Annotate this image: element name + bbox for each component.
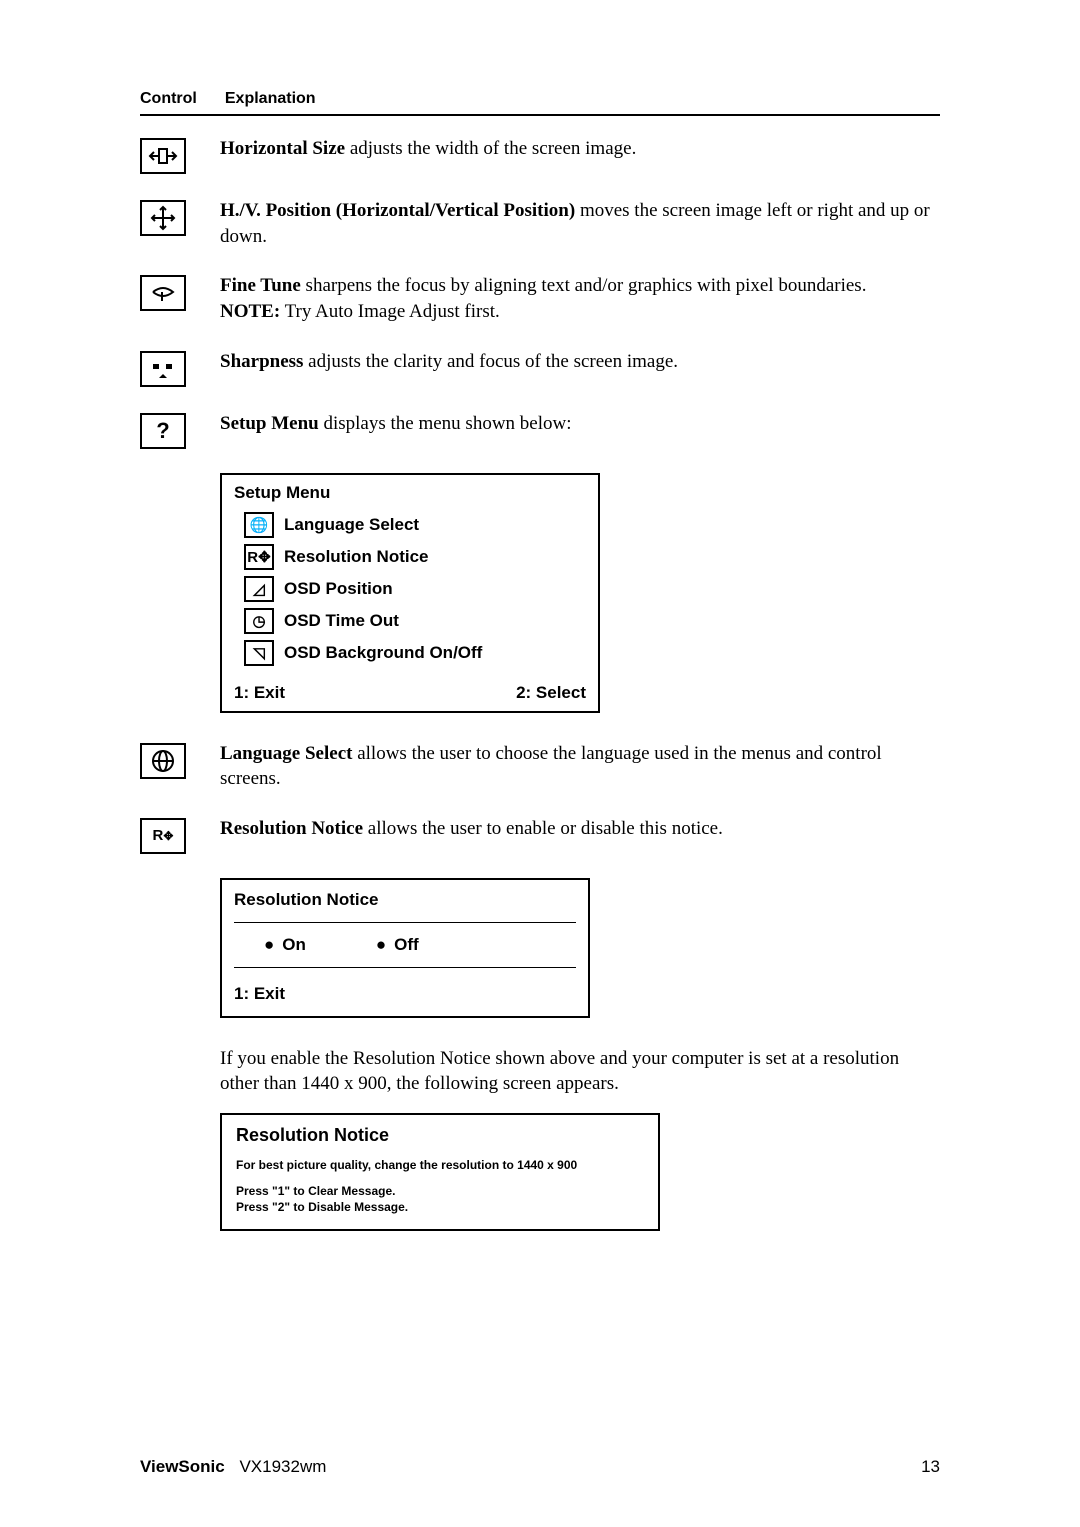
entry-horizontal-size: Horizontal Size adjusts the width of the… [140,136,940,174]
setup-menu-item: ◹ OSD Background On/Off [244,637,586,669]
resolution-enable-paragraph: If you enable the Resolution Notice show… [220,1046,940,1097]
entry-language-select: Language Select allows the user to choos… [140,741,940,792]
setup-menu-item: R✥ Resolution Notice [244,541,586,573]
entry-setup-menu: ? Setup Menu displays the menu shown bel… [140,411,940,449]
resolution-warning-title: Resolution Notice [236,1125,644,1146]
setup-menu-list: 🌐 Language Select R✥ Resolution Notice ◿ OSD … [222,509,598,677]
fine-tune-note-desc: Try Auto Image Adjust first. [280,301,500,322]
resolution-notice-box: Resolution Notice On Off 1: Exit [220,878,590,1018]
header-explanation: Explanation [225,90,316,108]
entry-fine-tune: Fine Tune sharpens the focus by aligning… [140,273,940,324]
setup-menu-item-icon: ◿ [244,576,274,602]
resolution-warning-press2: Press "2" to Disable Message. [236,1200,644,1216]
setup-menu-label: Setup Menu [220,413,319,434]
resolution-warning-line1: For best picture quality, change the res… [236,1158,644,1172]
setup-menu-item: ◷ OSD Time Out [244,605,586,637]
setup-menu-item-label: Language Select [284,515,419,535]
resolution-notice-box-title: Resolution Notice [222,880,588,916]
setup-menu-item-label: OSD Background On/Off [284,643,482,663]
fine-tune-note-label: NOTE: [220,301,280,322]
setup-menu-item-icon: R✥ [244,544,274,570]
hv-position-label: H./V. Position (Horizontal/Vertical Posi… [220,200,575,221]
language-select-label: Language Select [220,743,352,764]
header-control: Control [140,90,197,108]
sharpness-icon [140,351,186,387]
setup-menu-footer-exit: 1: Exit [234,683,285,703]
resolution-option-on: On [264,935,306,955]
page-footer: ViewSonic VX1932wm 13 [140,1457,940,1477]
hv-position-icon [140,200,186,236]
setup-menu-item: ◿ OSD Position [244,573,586,605]
setup-menu-box: Setup Menu 🌐 Language Select R✥ Resolution … [220,473,600,713]
resolution-notice-label: Resolution Notice [220,818,363,839]
resolution-notice-desc: allows the user to enable or disable thi… [363,818,723,839]
resolution-warning-box: Resolution Notice For best picture quali… [220,1113,660,1231]
sharpness-desc: adjusts the clarity and focus of the scr… [303,351,678,372]
horizontal-size-desc: adjusts the width of the screen image. [345,138,636,159]
entry-sharpness: Sharpness adjusts the clarity and focus … [140,349,940,387]
setup-menu-item-label: Resolution Notice [284,547,429,567]
setup-menu-box-title: Setup Menu [222,475,598,509]
fine-tune-desc: sharpens the focus by aligning text and/… [301,275,867,296]
setup-menu-desc: displays the menu shown below: [319,413,572,434]
setup-menu-icon: ? [140,413,186,449]
fine-tune-icon [140,275,186,311]
footer-brand: ViewSonic [140,1457,225,1476]
setup-menu-item-icon: 🌐 [244,512,274,538]
horizontal-size-icon [140,138,186,174]
horizontal-size-label: Horizontal Size [220,138,345,159]
footer-model: VX1932wm [239,1457,326,1476]
entry-hv-position: H./V. Position (Horizontal/Vertical Posi… [140,198,940,249]
setup-menu-item-label: OSD Position [284,579,393,599]
setup-menu-item-label: OSD Time Out [284,611,399,631]
entry-resolution-notice: R✥ Resolution Notice allows the user to … [140,816,940,854]
setup-menu-item-icon: ◹ [244,640,274,666]
header-rule [140,114,940,116]
setup-menu-item: 🌐 Language Select [244,509,586,541]
resolution-notice-box-footer: 1: Exit [222,974,588,1016]
setup-menu-item-icon: ◷ [244,608,274,634]
language-select-icon [140,743,186,779]
sharpness-label: Sharpness [220,351,303,372]
resolution-warning-press1: Press "1" to Clear Message. [236,1184,644,1200]
footer-page-number: 13 [921,1457,940,1477]
resolution-option-off: Off [376,935,419,955]
fine-tune-label: Fine Tune [220,275,301,296]
resolution-notice-icon: R✥ [140,818,186,854]
setup-menu-footer-select: 2: Select [516,683,586,703]
